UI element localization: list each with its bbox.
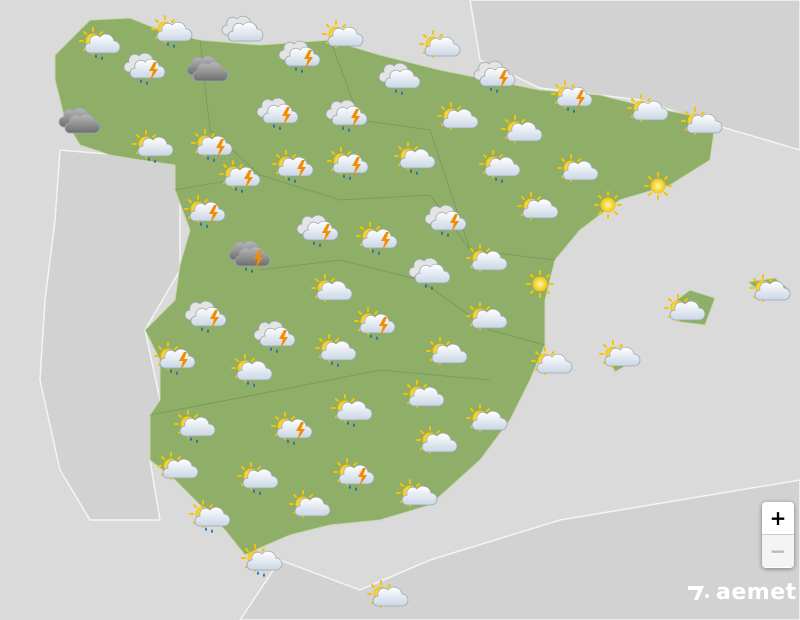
- sun-icon: [526, 270, 554, 298]
- sun-icon: [594, 191, 622, 219]
- aemet-logo-text: aemet: [716, 580, 797, 605]
- zoom-control: + −: [762, 502, 794, 568]
- zoom-out-button[interactable]: −: [762, 534, 794, 567]
- neighbor-land: [39, 0, 800, 620]
- zoom-in-button[interactable]: +: [769, 506, 787, 530]
- sun-icon: [644, 172, 672, 200]
- aemet-logo-icon: [688, 585, 709, 600]
- aemet-logo: aemet: [686, 580, 797, 605]
